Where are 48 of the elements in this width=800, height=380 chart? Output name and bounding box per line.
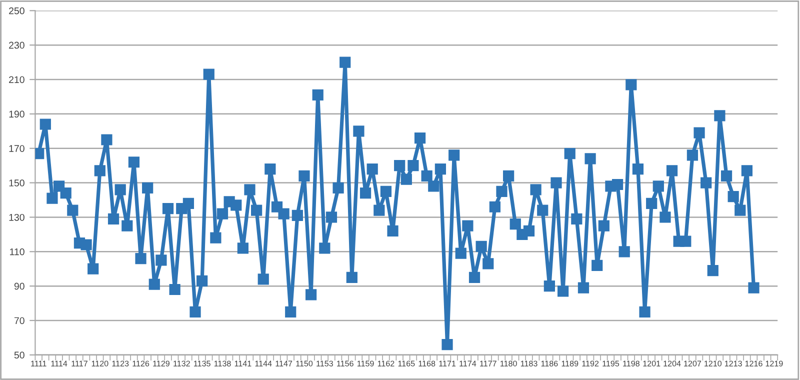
y-tick-label: 230 <box>9 42 24 49</box>
x-tick-label: 1216 <box>745 360 762 366</box>
x-tick-label: 1204 <box>664 360 681 366</box>
y-tick-label: 150 <box>9 180 24 186</box>
y-tick-label: 210 <box>9 76 24 84</box>
y-tick-label: 70 <box>14 317 24 324</box>
x-tick-label: 1111 <box>31 360 46 366</box>
x-tick-label: 1189 <box>562 360 578 366</box>
x-tick-label: 1129 <box>153 360 170 366</box>
x-tick-label: 1186 <box>541 360 558 366</box>
x-tick-label: 1210 <box>704 360 722 366</box>
y-tick-label: 130 <box>9 214 24 221</box>
x-tick-label: 1132 <box>174 360 190 366</box>
x-tick-label: 1138 <box>214 360 231 366</box>
x-tick-label: 1195 <box>602 360 620 366</box>
x-tick-label: 1213 <box>724 360 742 366</box>
x-tick-label: 1168 <box>418 360 436 366</box>
x-tick-label: 1219 <box>766 360 783 366</box>
x-tick-label: 1147 <box>276 360 292 366</box>
x-tick-label: 1120 <box>92 360 108 366</box>
x-tick-label: 1159 <box>357 360 374 366</box>
x-tick-label: 1174 <box>460 360 476 366</box>
y-tick-label: 190 <box>9 110 24 118</box>
x-tick-label: 1171 <box>439 360 456 366</box>
x-tick-label: 1153 <box>316 360 333 366</box>
x-tick-label: 1180 <box>500 360 517 366</box>
y-tick-label: 90 <box>14 282 24 290</box>
y-tick-label: 250 <box>9 7 24 14</box>
x-tick-label: 1117 <box>72 360 88 366</box>
x-tick-label: 1150 <box>296 360 313 366</box>
x-tick-label: 1135 <box>194 360 210 366</box>
y-tick-label: 170 <box>9 145 24 152</box>
x-tick-label: 1126 <box>132 360 150 366</box>
x-tick-label: 1192 <box>582 360 599 366</box>
x-tick-label: 1114 <box>51 360 68 366</box>
x-tick-label: 1123 <box>112 360 129 366</box>
y-tick-label: 50 <box>14 352 24 359</box>
x-tick-label: 1144 <box>255 360 272 366</box>
x-tick-label: 1201 <box>643 360 660 366</box>
x-tick-label: 1183 <box>520 360 538 366</box>
x-tick-label: 1162 <box>378 360 394 366</box>
x-tick-label: 1165 <box>398 360 415 366</box>
x-tick-label: 1198 <box>623 360 640 366</box>
x-tick-label: 1141 <box>234 360 252 366</box>
x-tick-label: 1156 <box>337 360 354 366</box>
x-tick-label: 1207 <box>684 360 702 366</box>
y-tick-label: 110 <box>10 248 24 256</box>
x-tick-label: 1177 <box>480 360 496 366</box>
